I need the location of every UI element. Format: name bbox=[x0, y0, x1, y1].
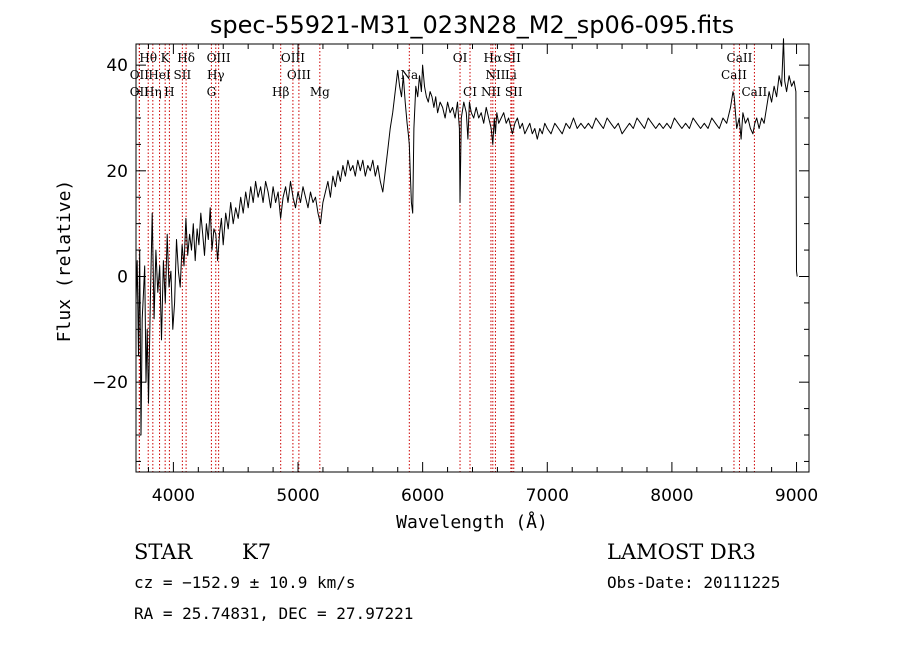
line-marker-label: K bbox=[161, 51, 171, 65]
line-marker-label: SII bbox=[503, 51, 521, 65]
line-marker-label: NII bbox=[481, 85, 501, 99]
line-marker-label: CaII bbox=[721, 68, 747, 82]
line-marker-label: CaII bbox=[741, 85, 767, 99]
line-marker-label: OIII bbox=[287, 68, 311, 82]
y-tick-label: 0 bbox=[117, 267, 128, 287]
line-marker-label: Hα bbox=[484, 51, 503, 65]
object-class: STAR bbox=[134, 540, 193, 564]
line-marker-label: Hγ bbox=[207, 68, 225, 82]
line-marker-label: Li bbox=[505, 68, 517, 82]
line-marker-label: CaII bbox=[727, 51, 753, 65]
line-marker-label: HeI bbox=[148, 68, 171, 82]
plot-frame bbox=[135, 43, 810, 473]
y-tick-label: 40 bbox=[106, 56, 128, 76]
x-tick-label: 6000 bbox=[401, 486, 444, 506]
line-marker-label: Na bbox=[400, 68, 418, 82]
line-marker-label: Hη bbox=[144, 85, 162, 99]
y-tick-label: 20 bbox=[106, 162, 128, 182]
sky-coordinates: RA = 25.74831, DEC = 27.97221 bbox=[134, 604, 413, 623]
observation-date: Obs-Date: 20111225 bbox=[607, 573, 780, 592]
x-tick-label: 4000 bbox=[152, 486, 195, 506]
x-tick-label: 7000 bbox=[526, 486, 569, 506]
redshift-velocity: cz = −152.9 ± 10.9 km/s bbox=[134, 573, 356, 592]
x-tick-label: 8000 bbox=[650, 486, 693, 506]
x-tick-label: 9000 bbox=[775, 486, 818, 506]
axis-ticks bbox=[136, 44, 809, 472]
y-axis-label: Flux (relative) bbox=[54, 180, 75, 343]
line-marker-label: OIII bbox=[281, 51, 305, 65]
line-marker-label: NII bbox=[485, 68, 505, 82]
line-marker-label: Hθ bbox=[139, 51, 157, 65]
line-marker-label: SII bbox=[505, 85, 523, 99]
chart-title: spec-55921-M31_023N28_M2_sp06-095.fits bbox=[210, 11, 734, 39]
series-line-flux bbox=[135, 38, 798, 436]
line-marker-label: G bbox=[207, 85, 217, 99]
x-axis-label: Wavelength (Å) bbox=[396, 511, 548, 533]
line-marker-label: H bbox=[164, 85, 174, 99]
line-marker-label: OI bbox=[453, 51, 468, 65]
line-marker-label: Hβ bbox=[272, 85, 289, 99]
line-marker-label: CI bbox=[463, 85, 477, 99]
line-marker-label: OII bbox=[130, 68, 150, 82]
spectrum-series bbox=[135, 38, 798, 436]
tick-labels: 4000 5000 6000 7000 8000 9000 −20 0 20 40 bbox=[92, 56, 818, 506]
object-subclass: K7 bbox=[242, 540, 271, 564]
line-marker-label: Hδ bbox=[177, 51, 195, 65]
line-marker-label: OIII bbox=[207, 51, 231, 65]
line-marker-label: SII bbox=[174, 68, 192, 82]
survey-name: LAMOST DR3 bbox=[607, 540, 756, 564]
x-tick-label: 5000 bbox=[276, 486, 319, 506]
y-tick-label: −20 bbox=[92, 373, 128, 393]
line-marker-label: Mg bbox=[310, 85, 330, 99]
